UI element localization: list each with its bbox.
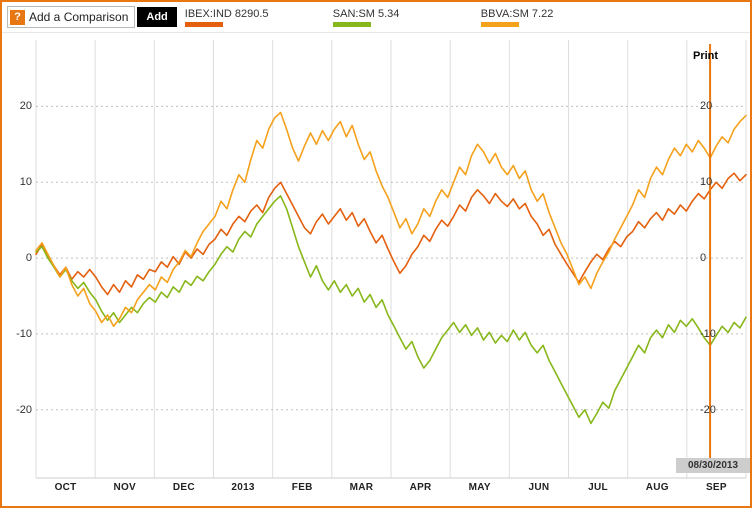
add-button[interactable]: Add — [137, 7, 177, 27]
legend-swatch-ibex — [184, 21, 223, 27]
add-comparison-input[interactable]: ? Add a Comparison — [7, 6, 136, 28]
toolbar: ? Add a Comparison Add IBEX:IND 8290.5 S… — [2, 2, 750, 33]
legend-label: SAN:SM 5.34 — [332, 7, 400, 20]
print-button[interactable]: Print — [693, 50, 719, 62]
legend-label: BBVA:SM 7.22 — [480, 7, 554, 20]
legend-item-bbva[interactable]: BBVA:SM 7.22 — [480, 7, 629, 27]
series-line-san-sm — [35, 195, 747, 425]
chart-area: 20 20 10 10 0 0 -10 -10 -20 -20 OCT NOV DEC 2013 FEB MA… — [2, 32, 750, 506]
legend-swatch-san — [332, 21, 371, 27]
add-comparison-placeholder: Add a Comparison — [29, 10, 129, 24]
crosshair-date-badge: 08/30/2013 — [676, 458, 750, 473]
series-line-ibex-ind — [35, 172, 747, 296]
legend-item-ibex[interactable]: IBEX:IND 8290.5 — [184, 7, 333, 27]
legend-swatch-bbva — [480, 21, 519, 27]
chart-plot[interactable] — [2, 32, 750, 506]
legend: IBEX:IND 8290.5 SAN:SM 5.34 BBVA:SM 7.22 — [184, 7, 629, 27]
legend-label: IBEX:IND 8290.5 — [184, 7, 269, 20]
help-icon[interactable]: ? — [10, 9, 25, 25]
legend-item-san[interactable]: SAN:SM 5.34 — [332, 7, 481, 27]
series-line-bbva-sm — [35, 111, 747, 328]
